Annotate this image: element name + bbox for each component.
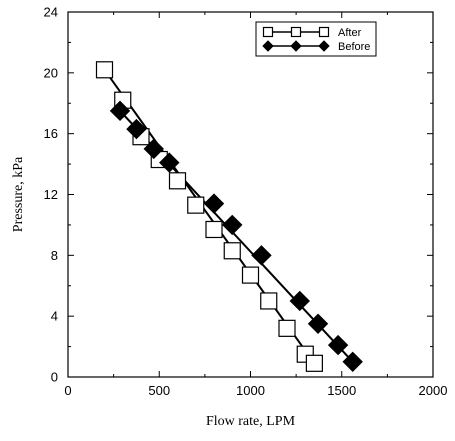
series-after-point — [223, 242, 241, 260]
x-tick-label: 2000 — [419, 383, 448, 398]
legend-after-marker — [290, 26, 302, 38]
x-tick-label: 1000 — [236, 383, 265, 398]
series-before-point — [342, 351, 363, 372]
series-before-point — [203, 193, 225, 214]
y-tick-label: 4 — [51, 309, 58, 324]
series-before-point — [143, 138, 164, 160]
legend-box — [255, 21, 377, 57]
series-before-point — [109, 100, 131, 122]
series-before-point — [327, 334, 349, 356]
series-before-point — [307, 313, 329, 334]
legend-before-marker — [318, 40, 330, 52]
plot-area — [95, 61, 363, 372]
series-before-point — [251, 245, 272, 266]
x-tick-label: 0 — [64, 383, 71, 398]
series-after-fit-line — [103, 69, 316, 364]
y-tick-label: 8 — [51, 248, 58, 263]
y-tick-label: 0 — [51, 370, 58, 385]
y-axis-title: Pressure, kPa — [11, 156, 26, 232]
series-after-point — [187, 196, 205, 214]
legend: After Before — [255, 21, 377, 57]
plot-frame — [67, 11, 434, 378]
y-tick-label: 12 — [44, 187, 58, 202]
series-before-point — [159, 152, 180, 173]
legend-after-label: After — [338, 27, 362, 39]
legend-after-marker — [318, 26, 330, 38]
legend-before-label: Before — [338, 41, 370, 53]
x-tick-label: 500 — [148, 383, 170, 398]
y-tick-label: 16 — [44, 126, 58, 141]
series-before-point — [289, 290, 310, 312]
legend-before-marker — [290, 40, 302, 52]
series-before-point — [126, 118, 147, 140]
x-axis-title: Flow rate, LPM — [206, 414, 296, 429]
series-after-point — [95, 61, 114, 79]
series-before-point — [222, 214, 243, 236]
series-after-point — [168, 172, 187, 190]
series-after-point — [241, 266, 260, 284]
y-tick-label: 24 — [44, 5, 58, 20]
x-tick-label: 1500 — [327, 383, 356, 398]
series-after-point — [260, 292, 278, 310]
series-after-point — [305, 354, 323, 372]
legend-after-marker — [262, 26, 274, 38]
series-after-point — [205, 220, 223, 239]
y-tick-label: 20 — [44, 65, 58, 80]
series-after-point — [278, 319, 296, 337]
legend-before-marker — [262, 40, 274, 52]
axes: 0 500 1000 1500 2000 0 4 8 12 16 20 24 Flow rate, LP… — [11, 5, 447, 430]
